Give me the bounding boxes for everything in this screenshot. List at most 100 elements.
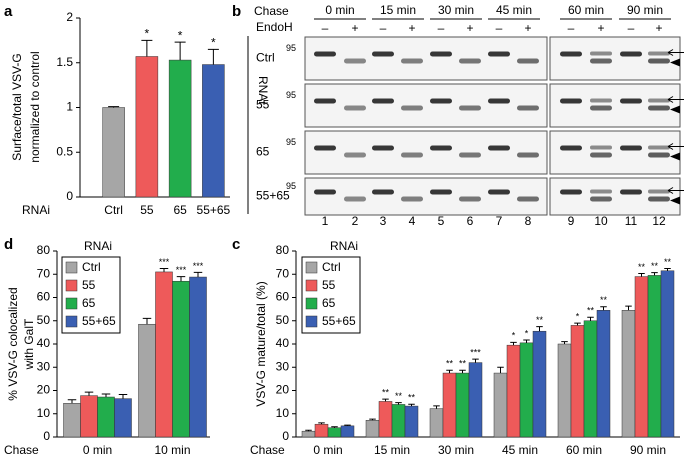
marker: 95 bbox=[286, 181, 296, 191]
significance: ** bbox=[638, 262, 646, 272]
y-tick-label: 2 bbox=[66, 10, 73, 24]
y-tick-label: 10 bbox=[276, 406, 290, 420]
band bbox=[590, 196, 612, 202]
significance: * bbox=[576, 311, 580, 321]
legend-label: 55 bbox=[322, 278, 336, 292]
legend-swatch bbox=[305, 315, 318, 328]
x-tick-label: 55+65 bbox=[197, 203, 231, 217]
bar bbox=[138, 323, 156, 438]
x-axis-label: RNAi bbox=[22, 203, 50, 217]
band bbox=[372, 51, 394, 57]
bar bbox=[378, 401, 393, 438]
endoh-sign: + bbox=[655, 21, 662, 35]
band bbox=[430, 189, 452, 195]
bar bbox=[135, 56, 159, 198]
legend-title: RNAi bbox=[84, 239, 112, 253]
band bbox=[372, 189, 394, 195]
band bbox=[590, 105, 612, 111]
band bbox=[430, 145, 452, 151]
error-bar bbox=[433, 405, 440, 409]
legend-label: 55 bbox=[82, 278, 96, 292]
blot-panel bbox=[304, 83, 548, 128]
error-bar bbox=[207, 48, 219, 65]
bar bbox=[172, 280, 190, 438]
blot-panel bbox=[304, 130, 548, 175]
significance: ** bbox=[587, 306, 595, 316]
legend-label: 55+65 bbox=[322, 314, 356, 328]
legend-swatch bbox=[65, 261, 78, 274]
error-bar bbox=[344, 424, 351, 426]
bar bbox=[365, 420, 380, 438]
y-tick-label: 0 bbox=[66, 189, 73, 203]
lane-number: 1 bbox=[322, 214, 329, 228]
endoh-sign: – bbox=[380, 21, 387, 35]
band bbox=[648, 189, 670, 194]
bar bbox=[97, 396, 115, 438]
lane-number: 9 bbox=[568, 214, 575, 228]
legend-swatch bbox=[65, 297, 78, 310]
bar bbox=[202, 64, 225, 198]
endoh-sign: + bbox=[466, 21, 473, 35]
error-bar bbox=[118, 393, 128, 399]
bar bbox=[80, 395, 98, 438]
lane-number: 11 bbox=[625, 214, 638, 228]
significance: ** bbox=[395, 391, 403, 401]
chase-label: Chase bbox=[254, 4, 289, 18]
band bbox=[488, 98, 510, 104]
row-label: Ctrl bbox=[256, 51, 275, 65]
y-tick-label: 60 bbox=[276, 290, 290, 304]
bar bbox=[596, 310, 611, 438]
y-tick-label: 0 bbox=[43, 429, 50, 443]
significance: ** bbox=[446, 359, 454, 369]
bar bbox=[391, 404, 406, 438]
bar bbox=[168, 59, 192, 198]
bar bbox=[455, 372, 470, 438]
band bbox=[372, 98, 394, 104]
error-bar bbox=[395, 402, 402, 405]
y-tick-label: 80 bbox=[276, 243, 290, 257]
band bbox=[648, 51, 670, 56]
band bbox=[488, 189, 510, 195]
significance: ** bbox=[382, 387, 390, 397]
y-axis-label: normalized to control bbox=[28, 51, 42, 162]
arrowhead bbox=[670, 58, 680, 67]
significance: ** bbox=[459, 359, 467, 369]
bar bbox=[621, 310, 636, 438]
band bbox=[648, 58, 670, 64]
error-bar bbox=[318, 422, 325, 425]
band bbox=[590, 145, 612, 150]
significance: *** bbox=[470, 347, 481, 357]
lane-number: 8 bbox=[525, 214, 532, 228]
y-tick-label: 0 bbox=[282, 429, 289, 443]
bar bbox=[468, 362, 483, 438]
legend-swatch bbox=[305, 279, 318, 292]
bar bbox=[532, 330, 547, 438]
lane-number: 10 bbox=[594, 214, 608, 228]
significance: ** bbox=[536, 315, 544, 325]
error-bar bbox=[497, 366, 504, 374]
y-tick-label: 0.5 bbox=[56, 144, 73, 158]
endoh-sign: + bbox=[408, 21, 415, 35]
y-axis-label: Surface/total VSV-G bbox=[10, 53, 24, 160]
marker: 95 bbox=[286, 137, 296, 147]
lane-number: 12 bbox=[652, 214, 666, 228]
band bbox=[620, 145, 642, 151]
timepoint: 45 min bbox=[496, 3, 532, 17]
legend-swatch bbox=[305, 261, 318, 274]
endoh-sign: – bbox=[568, 21, 575, 35]
marker: 95 bbox=[286, 90, 296, 100]
significance: * bbox=[525, 328, 529, 338]
band bbox=[314, 145, 336, 151]
error-bar bbox=[523, 339, 530, 343]
row-label: 55 bbox=[256, 98, 270, 112]
band bbox=[401, 58, 423, 64]
lane-number: 3 bbox=[380, 214, 387, 228]
bar bbox=[570, 325, 585, 438]
y-tick-label: 1 bbox=[66, 100, 73, 114]
significance: * bbox=[211, 35, 216, 49]
band bbox=[401, 105, 423, 111]
significance: ** bbox=[664, 257, 672, 267]
y-tick-label: 50 bbox=[276, 313, 290, 327]
y-axis-label: VSV-G mature/total (%) bbox=[254, 281, 268, 406]
